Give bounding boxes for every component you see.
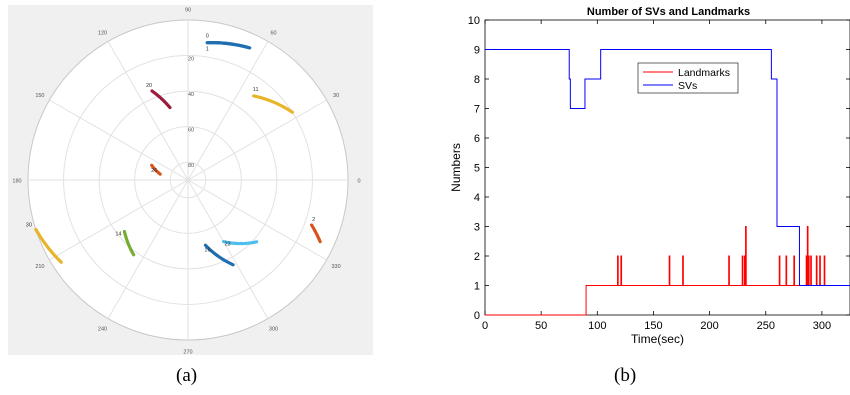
legend-label: Landmarks bbox=[678, 67, 730, 79]
skyplot-spoke bbox=[49, 99, 327, 261]
y-tick-label: 6 bbox=[474, 133, 480, 145]
y-tick-label: 10 bbox=[468, 15, 480, 27]
satellite-track bbox=[203, 243, 235, 267]
sv-landmarks-panel: Number of SVs and Landmarks 0 1 2 3 4 5 6 7 8 9 10 0… bbox=[430, 0, 850, 360]
y-tick-label: 0 bbox=[474, 310, 480, 322]
x-tick-label: 50 bbox=[535, 320, 547, 332]
caption-b: (b) bbox=[614, 365, 637, 386]
x-tick-label: 200 bbox=[700, 320, 718, 332]
skyplot-radial-tick-label: 40 bbox=[188, 92, 194, 98]
y-tick-label: 4 bbox=[474, 192, 480, 204]
satellite-track bbox=[221, 239, 259, 246]
skyplot-radial-tick-label: 60 bbox=[188, 128, 194, 134]
satellite-label: 1 bbox=[206, 47, 209, 53]
skyplot-radial-tick-label: 20 bbox=[188, 57, 194, 63]
skyplot-panel: 0 30 60 90 120 150 180 210 240 270 300 330 20 40 60 80 0… bbox=[8, 5, 373, 356]
satellite-label: 23 bbox=[224, 242, 230, 248]
skyplot-angle-tick-label: 60 bbox=[270, 30, 276, 36]
skyplot-radial-tick-label: 80 bbox=[188, 163, 194, 169]
satellite-label: 14 bbox=[115, 231, 121, 237]
skyplot-angle-tick-label: 0 bbox=[357, 179, 360, 185]
x-tick-label: 150 bbox=[644, 320, 662, 332]
skyplot-angle-tick-label: 150 bbox=[35, 93, 44, 99]
skyplot-angle-tick-label: 300 bbox=[269, 327, 278, 333]
satellite-label: 2 bbox=[312, 217, 315, 223]
satellite-track bbox=[34, 227, 63, 264]
satellite-track bbox=[122, 229, 136, 257]
series-line bbox=[485, 49, 850, 286]
legend-box bbox=[637, 62, 739, 94]
satellite-track bbox=[150, 163, 162, 176]
y-tick-label: 9 bbox=[474, 45, 480, 57]
y-tick-label: 7 bbox=[474, 104, 480, 116]
skyplot-angle-tick-label: 270 bbox=[183, 350, 192, 356]
satellite-label: 30 bbox=[26, 222, 32, 228]
y-tick-label: 2 bbox=[474, 251, 480, 263]
y-tick-label: 3 bbox=[474, 222, 480, 234]
satellite-track bbox=[252, 94, 294, 114]
skyplot-angle-tick-label: 210 bbox=[35, 264, 44, 270]
satellite-track bbox=[150, 89, 172, 110]
x-tick-label: 100 bbox=[588, 320, 606, 332]
skyplot-angle-tick-label: 120 bbox=[98, 30, 107, 36]
satellite-track bbox=[310, 223, 322, 244]
satellite-label: 11 bbox=[253, 87, 259, 93]
satellite-label: 26 bbox=[151, 168, 157, 174]
y-axis-label: Numbers bbox=[449, 143, 463, 192]
sv-landmarks-chart: Number of SVs and Landmarks0123456789100… bbox=[449, 6, 850, 346]
x-tick-label: 300 bbox=[813, 320, 831, 332]
satellite-track bbox=[205, 41, 252, 50]
skyplot-angle-tick-label: 30 bbox=[333, 93, 339, 99]
legend-label: SVs bbox=[678, 80, 697, 92]
satellite-label: 0 bbox=[206, 34, 209, 40]
y-tick-label: 8 bbox=[474, 74, 480, 86]
y-tick-label: 5 bbox=[474, 163, 480, 175]
y-tick-label: 1 bbox=[474, 281, 480, 293]
skyplot-angle-tick-label: 90 bbox=[185, 8, 191, 14]
skyplot-angle-tick-label: 180 bbox=[12, 179, 21, 185]
chart-title: Number of SVs and Landmarks bbox=[587, 6, 750, 18]
satellite-label: 20 bbox=[146, 83, 152, 89]
caption-a: (a) bbox=[176, 365, 198, 386]
satellite-label: 16 bbox=[204, 247, 210, 253]
skyplot-chart: 0306090120150180210240270300330204060800… bbox=[8, 5, 373, 356]
x-axis-label: Time(sec) bbox=[631, 332, 684, 346]
skyplot-angle-tick-label: 240 bbox=[98, 327, 107, 333]
x-tick-label: 250 bbox=[757, 320, 775, 332]
skyplot-angle-tick-label: 330 bbox=[331, 264, 340, 270]
x-tick-label: 0 bbox=[482, 320, 488, 332]
